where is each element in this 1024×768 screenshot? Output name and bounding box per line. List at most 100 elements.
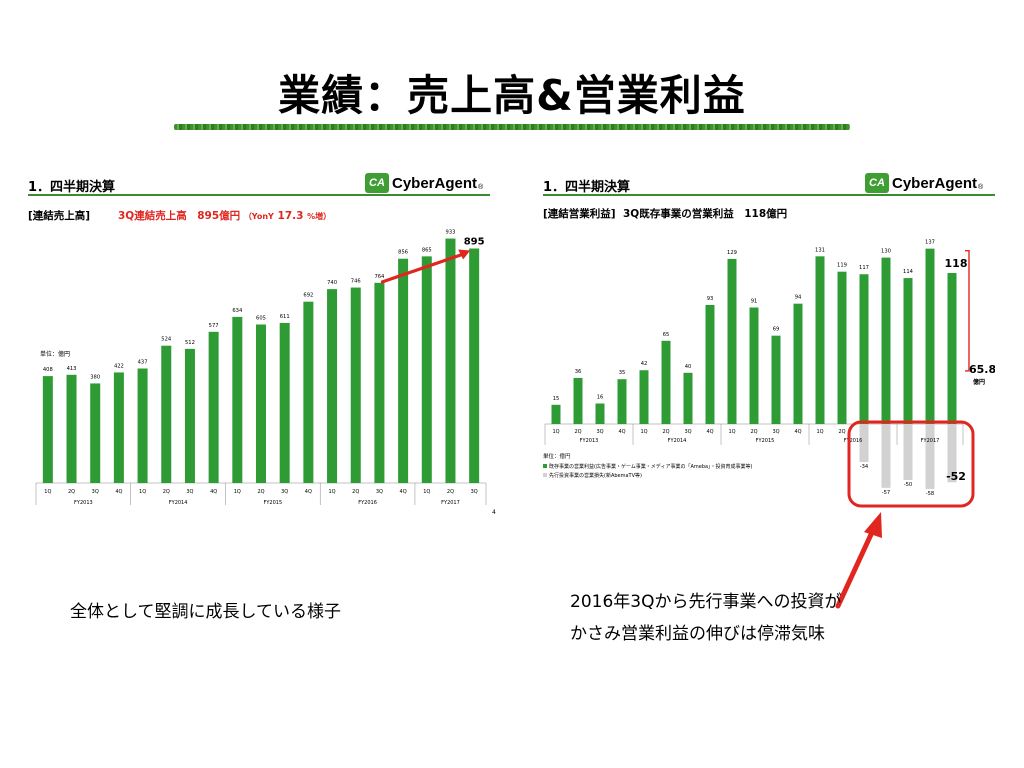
revenue-data-label: 437 xyxy=(138,360,148,366)
revenue-data-label: 746 xyxy=(351,279,361,285)
revenue-data-label: 512 xyxy=(185,340,195,346)
revenue-tick-label: 3Q xyxy=(281,489,288,495)
revenue-tick-label: 3Q xyxy=(471,489,478,495)
revenue-tick-label: 4Q xyxy=(400,489,407,495)
revenue-bar xyxy=(208,331,219,483)
profit-bracket xyxy=(965,249,970,372)
profit-tick-label: 1Q xyxy=(552,429,559,435)
revenue-bar xyxy=(232,316,243,483)
revenue-tick-label: 3Q xyxy=(376,489,383,495)
profit-data-label: 36 xyxy=(575,369,582,375)
revenue-data-label: 856 xyxy=(398,250,408,256)
revenue-group-label: FY2013 xyxy=(74,500,93,506)
profit-headline: 3Q既存事業の営業利益 118億円 xyxy=(623,208,788,220)
profit-tick-label: 2Q xyxy=(838,429,845,435)
page-number: 4 xyxy=(492,509,496,516)
revenue-data-label: 692 xyxy=(303,293,313,299)
revenue-tick-label: 4Q xyxy=(115,489,122,495)
revenue-data-label: 740 xyxy=(327,280,337,286)
profit-bar xyxy=(837,271,847,424)
profit-bar xyxy=(859,274,869,424)
profit-data-label: 117 xyxy=(859,265,869,271)
profit-data-label: 91 xyxy=(751,299,758,305)
revenue-group-label: FY2014 xyxy=(169,500,188,506)
revenue-data-label: 611 xyxy=(280,314,290,320)
profit-bar xyxy=(683,372,693,424)
profit-bar xyxy=(639,370,649,424)
profit-data-label: 93 xyxy=(707,296,714,302)
revenue-data-label: 408 xyxy=(43,367,53,373)
profit-tag: [連結営業利益] xyxy=(543,208,616,220)
revenue-chart: 単位：億円 408 1Q 413 2Q 380 3Q 422 4Q 437 1Q 524 2Q 512 3… xyxy=(35,230,496,516)
profit-data-label: 42 xyxy=(641,361,648,367)
slide-title: 業績：売上高&営業利益 xyxy=(278,71,746,120)
logo-text: CyberAgent xyxy=(392,174,478,192)
revenue-data-label: 422 xyxy=(114,363,124,369)
revenue-headline: 3Q連結売上高 895億円 （YonY 17.3 %増） xyxy=(118,208,331,223)
highlight-arrow-shaft xyxy=(835,525,877,609)
profit-tick-label: 2Q xyxy=(750,429,757,435)
revenue-bar xyxy=(184,348,195,483)
highlight-arrow-head xyxy=(864,512,882,538)
profit-tick-label: 3Q xyxy=(772,429,779,435)
revenue-data-label: 605 xyxy=(256,315,266,321)
profit-data-label: 15 xyxy=(553,396,560,402)
cyberagent-logo: CA CyberAgent ® xyxy=(365,172,483,194)
profit-tick-label: 2Q xyxy=(574,429,581,435)
revenue-bar xyxy=(469,248,480,483)
profit-bar xyxy=(595,403,605,424)
revenue-tick-label: 2Q xyxy=(447,489,454,495)
revenue-tag: [連結売上高] xyxy=(28,210,91,222)
revenue-tick-label: 1Q xyxy=(423,489,430,495)
profit-data-label: 119 xyxy=(837,263,847,269)
logo-mark-icon: CA xyxy=(865,173,889,193)
revenue-data-label: 577 xyxy=(209,323,219,329)
revenue-trend-arrow xyxy=(380,252,464,284)
legend-unit: 単位：億円 xyxy=(543,452,571,460)
legend-gray-swatch xyxy=(543,473,547,477)
profit-tick-label: 4Q xyxy=(794,429,801,435)
revenue-bar xyxy=(398,258,409,483)
revenue-tick-label: 2Q xyxy=(257,489,264,495)
revenue-bar xyxy=(279,322,290,483)
revenue-bar xyxy=(161,345,172,483)
revenue-unit-label: 単位：億円 xyxy=(40,350,70,358)
revenue-bar xyxy=(421,256,432,483)
profit-bar xyxy=(925,248,935,424)
revenue-bar xyxy=(327,289,338,483)
profit-data-label: 94 xyxy=(795,295,802,301)
bracket-value: 65.8 xyxy=(969,363,995,376)
revenue-tick-label: 3Q xyxy=(186,489,193,495)
profit-tick-label: 3Q xyxy=(684,429,691,435)
profit-tick-label: 1Q xyxy=(640,429,647,435)
profit-bar xyxy=(947,272,957,424)
profit-bar xyxy=(727,258,737,424)
profit-data-label: 137 xyxy=(925,240,935,246)
revenue-heading: 1．四半期決算 xyxy=(28,180,116,195)
logo-mark-icon: CA xyxy=(365,173,389,193)
revenue-tick-label: 4Q xyxy=(305,489,312,495)
legend-green-swatch xyxy=(543,464,547,468)
title-underline xyxy=(174,124,850,130)
profit-data-label: 40 xyxy=(685,364,692,370)
revenue-data-label: 524 xyxy=(161,337,172,343)
revenue-bar xyxy=(374,282,385,483)
revenue-group-label: FY2017 xyxy=(441,500,460,506)
logo-registered: ® xyxy=(978,183,984,191)
profit-data-label: 65 xyxy=(663,332,670,338)
revenue-data-label: 865 xyxy=(422,247,432,253)
revenue-data-label: 764 xyxy=(374,274,385,280)
profit-heading-rule xyxy=(543,194,995,196)
profit-bar xyxy=(705,304,715,424)
profit-bar xyxy=(793,303,803,424)
revenue-trend-arrowhead xyxy=(458,249,471,260)
profit-tick-label: 2Q xyxy=(662,429,669,435)
right-caption-line1: 2016年3Qから先行事業への投資が xyxy=(570,592,842,612)
revenue-data-label: 933 xyxy=(446,230,456,236)
revenue-yoy-value: 17.3 xyxy=(277,210,304,222)
loss-data-label: -34 xyxy=(860,464,869,470)
profit-bar xyxy=(815,256,825,424)
revenue-yoy-prefix: （YonY xyxy=(243,212,274,221)
profit-group-label: FY2013 xyxy=(580,438,599,444)
revenue-bar xyxy=(66,374,77,483)
